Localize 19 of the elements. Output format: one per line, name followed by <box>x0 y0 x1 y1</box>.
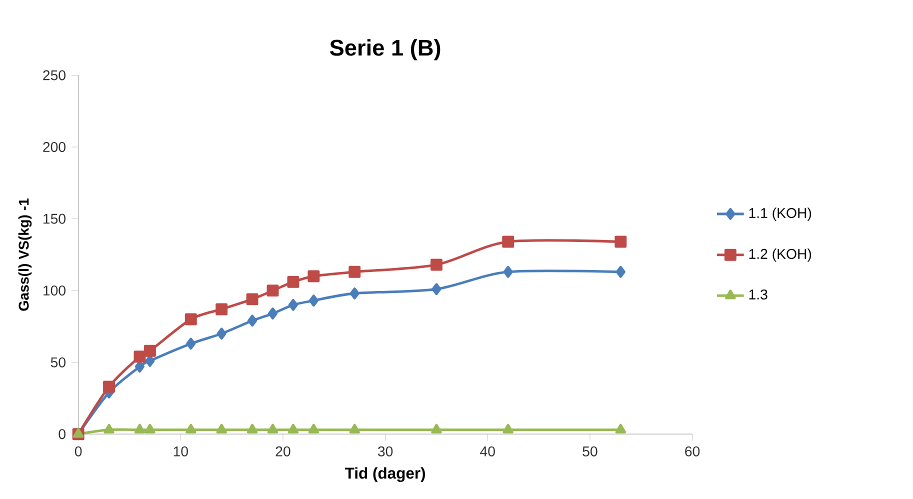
x-tick-label: 40 <box>480 446 495 456</box>
legend-label: 1.2 (KOH) <box>749 248 812 262</box>
x-tick-label: 60 <box>685 446 700 456</box>
y-tick-label: 100 <box>44 286 66 296</box>
x-tick-label: 10 <box>174 446 188 456</box>
y-tick-label: 0 <box>58 429 66 440</box>
chart-title: Serie 1 (B) <box>330 39 440 60</box>
x-tick-label: 30 <box>378 446 393 456</box>
y-tick-label: 200 <box>43 142 66 152</box>
y-axis-title: Gass(l) VS(kg) -1 <box>18 198 32 311</box>
legend-label: 1.3 <box>749 289 768 300</box>
x-tick-label: 50 <box>582 446 598 456</box>
x-axis-title: Tid (dager) <box>344 467 426 482</box>
x-tick-label: 0 <box>74 446 82 456</box>
y-tick-label: 150 <box>44 214 66 224</box>
y-tick-label: 250 <box>43 70 66 80</box>
y-tick-label: 50 <box>50 357 66 368</box>
legend-label: 1.1 (KOH) <box>749 208 812 221</box>
x-tick-label: 20 <box>276 446 290 456</box>
